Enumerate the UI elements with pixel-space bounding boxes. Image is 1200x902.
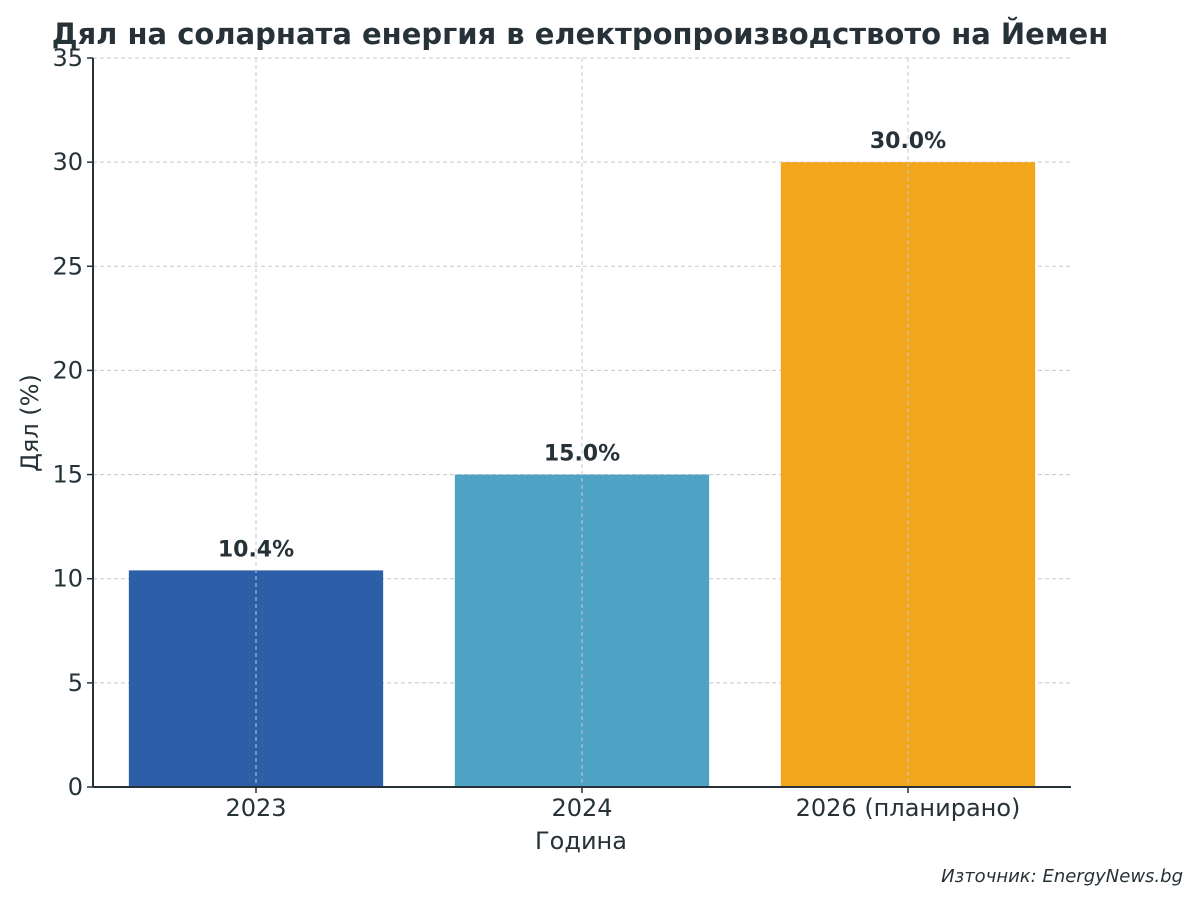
vertical-grid-lines — [255, 58, 909, 787]
y-tick-label: 15 — [52, 461, 83, 489]
data-label: 30.0% — [870, 129, 946, 154]
y-tick-label: 30 — [52, 148, 83, 176]
x-axis-label: Година — [535, 827, 627, 855]
y-tick-label: 10 — [52, 565, 83, 593]
axes — [87, 57, 1071, 793]
y-axis-label: Дял (%) — [16, 374, 44, 472]
x-tick-label: 2026 (планирано) — [796, 794, 1021, 822]
source-note: Източник: EnergyNews.bg — [941, 866, 1183, 887]
chart-title: Дял на соларната енергия в електропроизв… — [52, 17, 1109, 51]
bar — [454, 474, 710, 787]
x-tick-label: 2024 — [551, 794, 612, 822]
y-tick-label: 25 — [52, 252, 83, 280]
y-tick-label: 35 — [52, 44, 83, 72]
y-tick-labels: 0 5 10 15 20 25 30 35 — [52, 44, 83, 801]
data-labels: 10.4% 15.0% 30.0% — [218, 129, 946, 562]
data-label: 10.4% — [218, 537, 294, 562]
x-tick-labels: 2023 2024 2026 (планирано) — [225, 794, 1020, 822]
data-label: 15.0% — [544, 442, 620, 467]
y-tick-label: 0 — [68, 773, 83, 801]
y-tick-label: 5 — [68, 669, 83, 697]
x-tick-label: 2023 — [225, 794, 286, 822]
y-tick-label: 20 — [52, 356, 83, 384]
